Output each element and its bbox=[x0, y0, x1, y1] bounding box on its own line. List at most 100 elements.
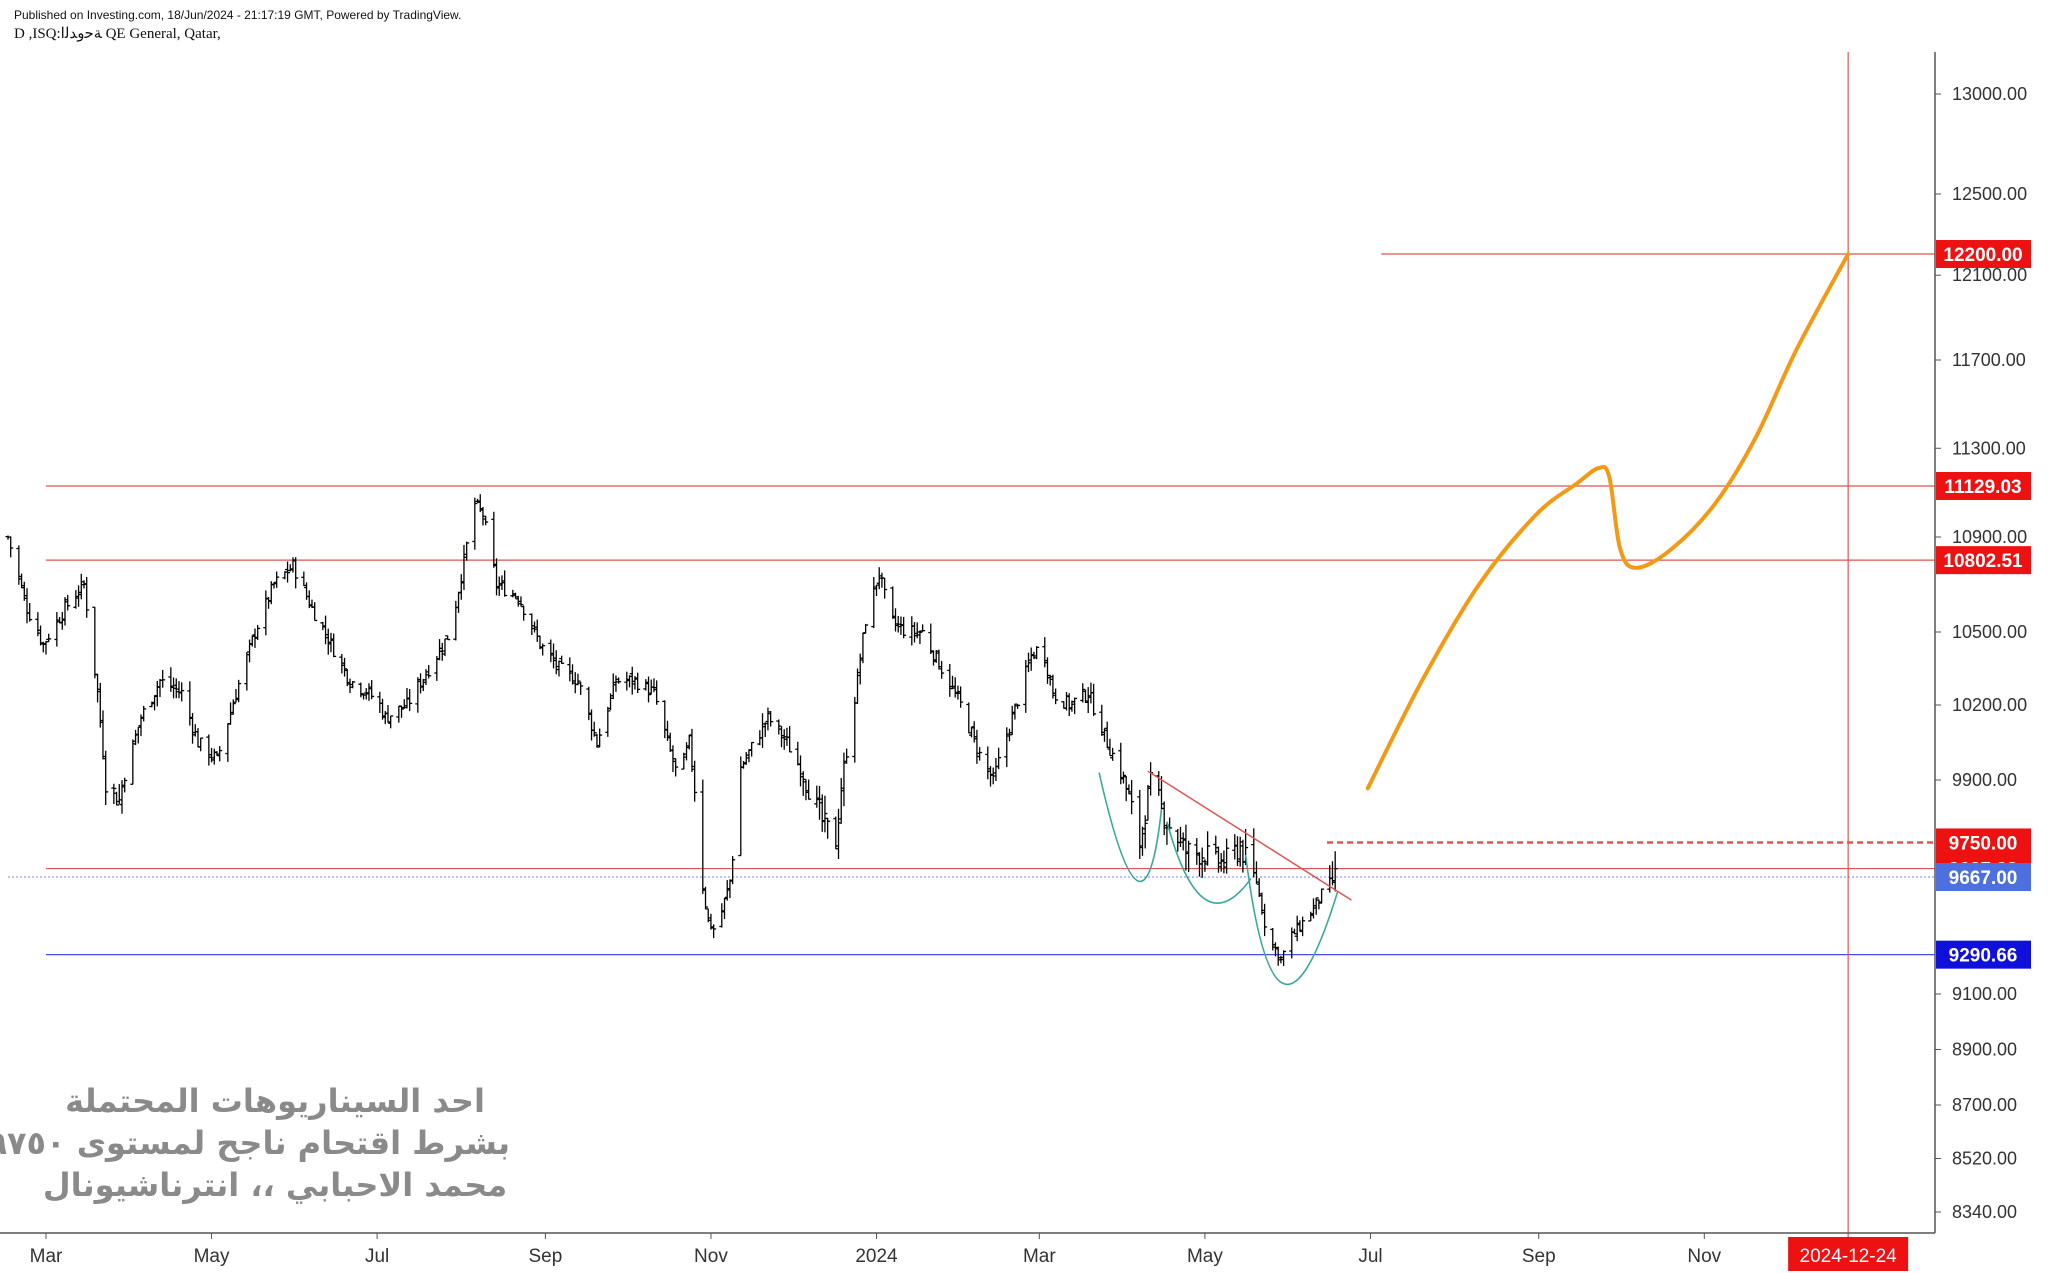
pattern-curve-0 bbox=[1098, 772, 1163, 883]
ohlc-bar bbox=[863, 623, 869, 634]
drawings bbox=[1098, 252, 1851, 986]
ohlc-bar bbox=[844, 748, 850, 764]
ohlc-bar bbox=[230, 699, 236, 715]
ohlc-bar bbox=[122, 777, 128, 793]
x-tick-label: Sep bbox=[1522, 1246, 1556, 1267]
ohlc-bar bbox=[1253, 861, 1259, 884]
ohlc-bar bbox=[1294, 915, 1300, 942]
ohlc-bar bbox=[236, 679, 242, 703]
ohlc-bar bbox=[114, 791, 120, 806]
ohlc-bar bbox=[841, 752, 847, 807]
ohlc-bar bbox=[350, 681, 356, 689]
ohlc-bar bbox=[803, 779, 809, 801]
ohlc-bar bbox=[589, 709, 595, 741]
ohlc-bar bbox=[1161, 801, 1167, 836]
price-label-bg bbox=[1936, 828, 2031, 857]
ohlc-bar bbox=[711, 924, 717, 939]
ohlc-bar bbox=[84, 577, 90, 618]
ohlc-bar bbox=[654, 680, 660, 705]
y-tick-label: 11300.00 bbox=[1952, 438, 2026, 458]
ohlc-bar bbox=[1205, 831, 1211, 866]
ohlc-bar bbox=[1120, 771, 1126, 784]
ohlc-bar bbox=[985, 746, 991, 780]
ohlc-bar bbox=[1183, 824, 1189, 871]
ohlc-bar bbox=[814, 785, 820, 808]
ohlc-bar bbox=[893, 608, 899, 632]
ohlc-bar bbox=[952, 677, 958, 698]
pattern-curve-2 bbox=[1166, 821, 1252, 904]
annotation-line-2: بشرط اقتحام ناجح لمستوى ٩٧٥٠ bbox=[0, 1124, 510, 1162]
ohlc-bar bbox=[312, 602, 318, 622]
ohlc-bar bbox=[578, 681, 584, 695]
ohlc-bar bbox=[116, 784, 122, 805]
y-tick-label: 8700.00 bbox=[1952, 1095, 2017, 1115]
ohlc-bar bbox=[249, 635, 255, 647]
ohlc-bar bbox=[1175, 828, 1181, 852]
ohlc-bar bbox=[616, 677, 622, 684]
ohlc-bar bbox=[594, 733, 600, 748]
ohlc-bars bbox=[5, 494, 1338, 966]
ohlc-bar bbox=[363, 688, 369, 700]
ohlc-bar bbox=[1240, 839, 1246, 873]
ohlc-bar bbox=[928, 623, 934, 655]
ohlc-bar bbox=[133, 729, 139, 746]
y-tick-label: 8900.00 bbox=[1952, 1040, 2017, 1060]
ohlc-bar bbox=[920, 624, 926, 632]
ohlc-bar bbox=[1256, 878, 1262, 898]
ohlc-bar bbox=[597, 728, 603, 748]
ohlc-bar bbox=[198, 737, 204, 752]
ohlc-bar bbox=[901, 616, 907, 639]
ohlc-bar bbox=[977, 747, 983, 761]
ohlc-bar bbox=[35, 612, 41, 637]
ohlc-bar bbox=[852, 696, 858, 763]
ohlc-bar bbox=[806, 779, 812, 800]
price-labels: 12200.0011129.0310802.519750.009687.2896… bbox=[1788, 240, 2031, 1271]
ohlc-bar bbox=[643, 679, 649, 691]
ohlc-bar bbox=[933, 649, 939, 663]
ohlc-bar bbox=[950, 675, 956, 690]
ohlc-bar bbox=[521, 605, 527, 621]
ohlc-bar bbox=[662, 700, 668, 739]
ohlc-bar bbox=[608, 693, 614, 711]
ohlc-bar bbox=[719, 903, 725, 928]
ohlc-bar bbox=[1091, 683, 1097, 717]
ohlc-bar bbox=[912, 622, 918, 643]
ohlc-bar bbox=[154, 680, 160, 707]
ohlc-bar bbox=[160, 669, 166, 688]
ohlc-bar bbox=[819, 794, 825, 832]
ohlc-bar bbox=[377, 691, 383, 714]
ohlc-bar bbox=[119, 780, 125, 814]
ohlc-bar bbox=[871, 577, 877, 629]
ohlc-bar bbox=[787, 726, 793, 753]
ohlc-bar bbox=[1126, 784, 1132, 795]
ohlc-bar bbox=[1142, 815, 1148, 849]
ohlc-bar bbox=[1080, 683, 1086, 703]
ohlc-bar bbox=[822, 795, 828, 833]
ohlc-bar bbox=[1104, 721, 1110, 748]
ohlc-bar bbox=[179, 682, 185, 702]
ohlc-bar bbox=[407, 688, 413, 712]
ohlc-bar bbox=[605, 706, 611, 737]
ohlc-bar bbox=[1300, 916, 1306, 937]
price-label: 9667.00 bbox=[1949, 868, 2018, 889]
ohlc-bar bbox=[518, 596, 524, 607]
ohlc-bar bbox=[1042, 637, 1048, 668]
annotation-line-1: احد السيناريوهات المحتملة bbox=[65, 1082, 485, 1120]
ohlc-bar bbox=[548, 639, 554, 663]
ohlc-bar bbox=[95, 673, 101, 703]
ohlc-bar bbox=[692, 760, 698, 802]
ohlc-bar bbox=[1004, 727, 1010, 768]
date-label: 2024-12-24 bbox=[1800, 1246, 1898, 1267]
ohlc-bar bbox=[722, 897, 728, 920]
ohlc-bar bbox=[532, 621, 538, 633]
ohlc-bar bbox=[217, 746, 223, 762]
ohlc-bar bbox=[464, 541, 470, 561]
ohlc-bar bbox=[477, 494, 483, 513]
ohlc-bar bbox=[24, 588, 30, 624]
ohlc-bar bbox=[1069, 700, 1075, 712]
projection-path bbox=[1365, 252, 1851, 791]
ohlc-bar bbox=[437, 639, 443, 661]
x-tick-label: 2024 bbox=[855, 1246, 898, 1267]
ohlc-bar bbox=[233, 688, 239, 703]
